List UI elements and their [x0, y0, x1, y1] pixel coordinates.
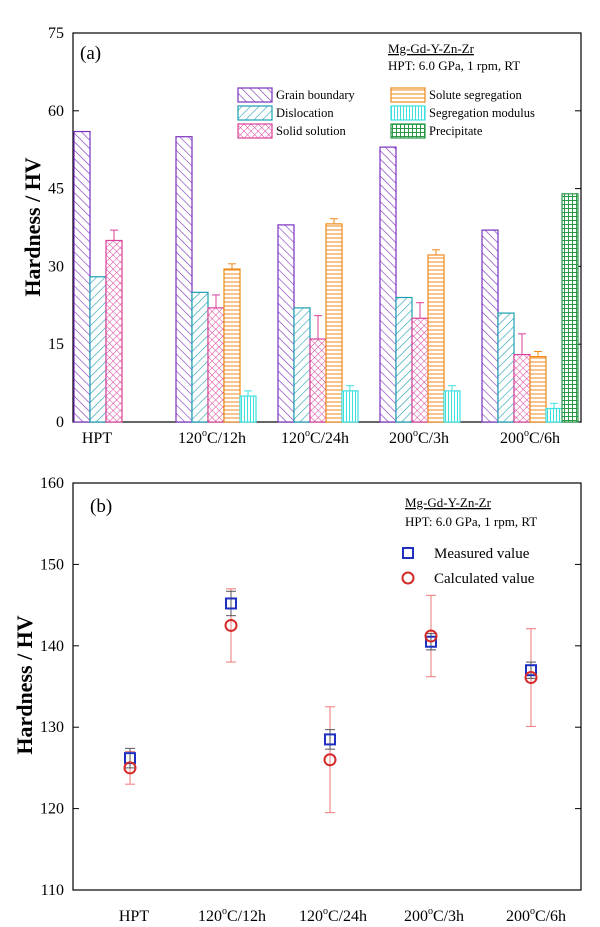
x-label-1: 120oC/12h: [178, 428, 246, 447]
chart-a: 0 15 30 45 60 75 HPT 120oC/12h 120oC/24h 200oC/3…: [20, 25, 582, 447]
chart-b-frame: [72, 482, 582, 891]
legend-label-solid-solution: Solid solution: [276, 124, 347, 138]
legend-label-segregation-modulus: Segregation modulus: [429, 106, 535, 120]
x-label-2: 120oC/24h: [281, 428, 349, 447]
x-label-2: 120oC/24h: [299, 906, 367, 925]
legend-swatch-grain-boundary: [237, 87, 273, 103]
legend-label-solute-segregation: Solute segregation: [429, 88, 522, 102]
y-tick-label: 45: [48, 181, 64, 198]
bar-solid-solution-1: [207, 307, 225, 423]
x-label-3: 200oC/3h: [404, 906, 464, 925]
chart-b-points: [123, 588, 538, 814]
y-tick-label: 30: [48, 258, 64, 275]
chart-a-condition: HPT: 6.0 GPa, 1 rpm, RT: [388, 58, 520, 73]
bar-grain-boundary-3: [379, 146, 397, 423]
point-measured-value-4: [525, 664, 537, 677]
chart-a-legend: Grain boundary Dislocation Solid solution S…: [237, 87, 535, 139]
point-calculated-value-1: [224, 618, 238, 632]
bar-solid-solution-4: [513, 353, 531, 423]
legend-label-measured-value: Measured value: [434, 546, 530, 562]
chart-b-ylabel: Hardness / HV: [12, 615, 37, 754]
legend-label-grain-boundary: Grain boundary: [276, 88, 356, 102]
y-tick-label: 150: [40, 556, 64, 573]
y-tick-label: 130: [40, 719, 64, 736]
legend-label-calculated-value: Calculated value: [434, 571, 535, 587]
y-tick-label: 110: [41, 882, 64, 899]
chart-b-condition: HPT: 6.0 GPa, 1 rpm, RT: [405, 514, 537, 529]
legend-swatch-solid-solution: [237, 123, 273, 139]
chart-b-x-labels: HPT 120oC/12h 120oC/24h 200oC/3h 200oC/6h: [119, 906, 566, 925]
chart-a-panel-label: (a): [80, 43, 101, 64]
chart-b-y-ticks: 110 120 130 140 150 160: [40, 475, 581, 899]
point-measured-value-1: [225, 597, 237, 610]
bar-solid-solution-0: [105, 239, 123, 423]
bar-grain-boundary-1: [175, 136, 193, 423]
bar-dislocation-4: [497, 312, 515, 423]
y-tick-label: 140: [40, 638, 64, 655]
y-tick-label: 120: [40, 801, 64, 818]
y-tick-label: 15: [48, 336, 64, 353]
bar-segregation-modulus-4: [545, 407, 563, 423]
legend-marker-measured-value: [402, 547, 414, 559]
bar-grain-boundary-2: [277, 224, 295, 423]
y-tick-label: 0: [56, 414, 64, 431]
chart-a-bars: [73, 130, 579, 423]
bar-segregation-modulus-3: [443, 390, 461, 423]
point-calculated-value-3: [424, 629, 438, 643]
legend-label-dislocation: Dislocation: [276, 106, 334, 120]
bar-solute-segregation-3: [427, 254, 445, 423]
bar-grain-boundary-4: [481, 229, 499, 423]
bar-solute-segregation-1: [223, 268, 241, 423]
bar-solute-segregation-2: [325, 223, 343, 423]
chart-a-ylabel: Hardness / HV: [20, 157, 45, 296]
legend-marker-calculated-value: [401, 571, 415, 585]
bar-dislocation-3: [395, 296, 413, 423]
point-measured-value-2: [324, 733, 336, 746]
chart-a-y-ticks: 0 15 30 45 60 75: [48, 25, 581, 431]
x-label-0: HPT: [119, 908, 149, 925]
bar-solid-solution-2: [309, 338, 327, 423]
bar-dislocation-1: [191, 291, 209, 423]
point-measured-value-3: [425, 635, 437, 648]
y-tick-label: 60: [48, 103, 64, 120]
legend-swatch-segregation-modulus: [390, 105, 426, 121]
y-tick-label: 160: [40, 475, 64, 492]
bar-dislocation-0: [89, 276, 107, 423]
bar-segregation-modulus-1: [239, 395, 257, 423]
point-calculated-value-0: [123, 761, 137, 775]
x-label-4: 200oC/6h: [500, 428, 560, 447]
x-label-4: 200oC/6h: [506, 906, 566, 925]
x-label-1: 120oC/12h: [198, 906, 266, 925]
bar-solute-segregation-4: [529, 356, 547, 423]
bar-dislocation-2: [293, 307, 311, 423]
chart-b-panel-label: (b): [90, 496, 112, 517]
bar-grain-boundary-0: [73, 130, 91, 423]
chart-a-x-labels: HPT 120oC/12h 120oC/24h 200oC/3h 200oC/6h: [82, 428, 560, 447]
bar-precipitate-4: [561, 193, 579, 423]
x-label-3: 200oC/3h: [389, 428, 449, 447]
chart-b-legend: Measured value Calculated value: [401, 546, 535, 587]
chart-b-material: Mg-Gd-Y-Zn-Zr: [405, 495, 492, 510]
x-label-0: HPT: [82, 430, 112, 447]
bar-segregation-modulus-2: [341, 390, 359, 423]
point-calculated-value-4: [524, 671, 538, 685]
legend-label-precipitate: Precipitate: [429, 124, 483, 138]
chart-a-material: Mg-Gd-Y-Zn-Zr: [388, 41, 475, 56]
bar-solid-solution-3: [411, 317, 429, 423]
legend-swatch-solute-segregation: [390, 87, 426, 103]
point-calculated-value-2: [323, 753, 337, 767]
legend-swatch-precipitate: [390, 123, 426, 139]
legend-swatch-dislocation: [237, 105, 273, 121]
chart-b: 110 120 130 140 150 160 HPT 120oC/12h 120oC/24h…: [12, 475, 582, 925]
y-tick-label: 75: [48, 25, 64, 42]
